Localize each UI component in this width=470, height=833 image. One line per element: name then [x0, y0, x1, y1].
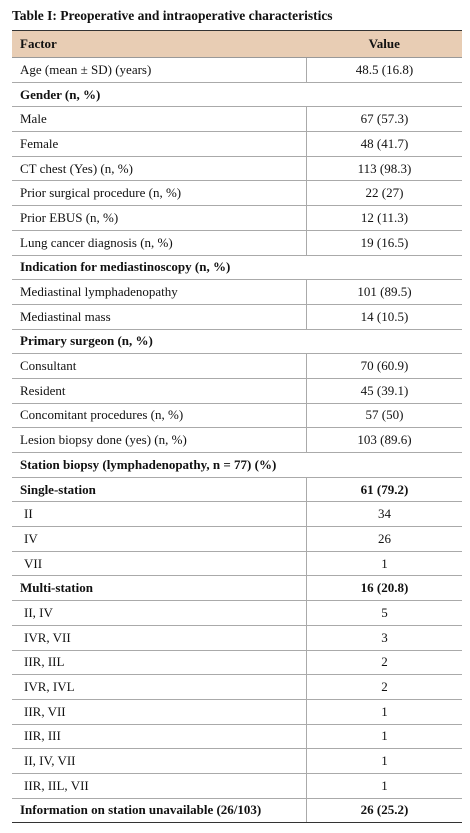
- factor-cell: Mediastinal mass: [12, 304, 307, 330]
- table-row: Indication for mediastinoscopy (n, %): [12, 255, 462, 281]
- table-row: IIR, III 1: [12, 724, 462, 750]
- factor-cell: Resident: [12, 378, 307, 404]
- value-cell: 19 (16.5): [306, 230, 462, 256]
- factor-cell: Prior surgical procedure (n, %): [12, 180, 307, 207]
- value-cell: 101 (89.5): [306, 279, 462, 305]
- value-cell: 12 (11.3): [306, 205, 462, 231]
- factor-cell: Male: [12, 106, 307, 133]
- value-cell: 2: [306, 650, 462, 676]
- table-row: Age (mean ± SD) (years) 48.5 (16.8): [12, 57, 462, 83]
- table-row: IVR, IVL 2: [12, 674, 462, 700]
- factor-cell: Lung cancer diagnosis (n, %): [12, 230, 307, 256]
- value-cell: 2: [306, 674, 462, 700]
- header-row: Factor Value: [12, 30, 462, 58]
- factor-cell: Age (mean ± SD) (years): [12, 57, 307, 83]
- value-cell: 57 (50): [306, 403, 462, 429]
- value-cell: 113 (98.3): [306, 156, 462, 182]
- table-title: Table I: Preoperative and intraoperative…: [12, 8, 333, 23]
- header-cell: Factor: [12, 30, 307, 58]
- table-row: II 34: [12, 501, 462, 528]
- factor-cell: II: [12, 501, 307, 528]
- factor-cell: IIR, IIL: [12, 650, 307, 676]
- factor-cell: VII: [12, 551, 307, 577]
- factor-cell: Multi-station: [12, 575, 307, 602]
- table-row: CT chest (Yes) (n, %) 113 (98.3): [12, 156, 462, 182]
- table-row: Multi-station 16 (20.8): [12, 575, 462, 602]
- value-cell: 61 (79.2): [306, 477, 462, 503]
- factor-cell: IVR, IVL: [12, 674, 307, 700]
- value-cell: 1: [306, 748, 462, 774]
- table-row: Consultant 70 (60.9): [12, 353, 462, 379]
- table-row: Single-station 61 (79.2): [12, 477, 462, 503]
- value-cell: 5: [306, 600, 462, 626]
- value-cell: 26 (25.2): [306, 798, 462, 824]
- table-row: Station biopsy (lymphadenopathy, n = 77)…: [12, 452, 462, 478]
- table-row: Male 67 (57.3): [12, 106, 462, 133]
- table-row: IVR, VII 3: [12, 625, 462, 651]
- factor-cell: Prior EBUS (n, %): [12, 205, 307, 231]
- table-row: IIR, IIL 2: [12, 650, 462, 676]
- value-cell: 22 (27): [306, 180, 462, 207]
- table-row: Prior surgical procedure (n, %) 22 (27): [12, 180, 462, 207]
- value-cell: 1: [306, 773, 462, 799]
- factor-cell: Female: [12, 131, 307, 157]
- factor-cell: Mediastinal lymphadenopathy: [12, 279, 307, 305]
- table-row: Lung cancer diagnosis (n, %) 19 (16.5): [12, 230, 462, 256]
- value-cell: 103 (89.6): [306, 427, 462, 453]
- header-cell: Value: [306, 30, 462, 58]
- table-row: Mediastinal lymphadenopathy 101 (89.5): [12, 279, 462, 305]
- value-cell: 70 (60.9): [306, 353, 462, 379]
- value-cell: 14 (10.5): [306, 304, 462, 330]
- table-row: Resident 45 (39.1): [12, 378, 462, 404]
- value-cell: 34: [306, 501, 462, 528]
- value-cell: 1: [306, 724, 462, 750]
- table-row: Prior EBUS (n, %) 12 (11.3): [12, 205, 462, 231]
- factor-cell: IVR, VII: [12, 625, 307, 651]
- table-row: Lesion biopsy done (yes) (n, %) 103 (89.6…: [12, 427, 462, 453]
- table-row: II, IV 5: [12, 600, 462, 626]
- value-cell: 48 (41.7): [306, 131, 462, 157]
- table-row: Information on station unavailable (26/1…: [12, 798, 462, 824]
- factor-cell: Information on station unavailable (26/1…: [12, 798, 307, 824]
- value-cell: 1: [306, 699, 462, 725]
- factor-cell: Concomitant procedures (n, %): [12, 403, 307, 429]
- table-row: Gender (n, %): [12, 82, 462, 108]
- factor-cell: Lesion biopsy done (yes) (n, %): [12, 427, 307, 453]
- value-cell: 45 (39.1): [306, 378, 462, 404]
- value-cell: 16 (20.8): [306, 575, 462, 602]
- value-cell: 67 (57.3): [306, 106, 462, 133]
- factor-cell: Gender (n, %): [12, 82, 462, 108]
- factor-cell: IIR, IIL, VII: [12, 773, 307, 799]
- table-row: Concomitant procedures (n, %) 57 (50): [12, 403, 462, 429]
- factor-cell: II, IV: [12, 600, 307, 626]
- table-body: Age (mean ± SD) (years) 48.5 (16.8) Gender…: [12, 57, 462, 824]
- factor-cell: Indication for mediastinoscopy (n, %): [12, 255, 462, 281]
- factor-cell: Consultant: [12, 353, 307, 379]
- factor-cell: Single-station: [12, 477, 307, 503]
- factor-cell: CT chest (Yes) (n, %): [12, 156, 307, 182]
- table-row: Mediastinal mass 14 (10.5): [12, 304, 462, 330]
- factor-cell: Primary surgeon (n, %): [12, 329, 462, 355]
- factor-cell: IIR, III: [12, 724, 307, 750]
- factor-cell: IIR, VII: [12, 699, 307, 725]
- table-row: VII 1: [12, 551, 462, 577]
- value-cell: 3: [306, 625, 462, 651]
- table-row: Primary surgeon (n, %): [12, 329, 462, 355]
- table-row: IIR, VII 1: [12, 699, 462, 725]
- value-cell: 1: [306, 551, 462, 577]
- factor-cell: IV: [12, 526, 307, 552]
- table-row: II, IV, VII 1: [12, 748, 462, 774]
- table: Factor Value Age (mean ± SD) (years) 48.5…: [12, 30, 462, 824]
- value-cell: 48.5 (16.8): [306, 57, 462, 83]
- value-cell: 26: [306, 526, 462, 552]
- table-row: IIR, IIL, VII 1: [12, 773, 462, 799]
- table-row: IV 26: [12, 526, 462, 552]
- factor-cell: II, IV, VII: [12, 748, 307, 774]
- table-row: Female 48 (41.7): [12, 131, 462, 157]
- factor-cell: Station biopsy (lymphadenopathy, n = 77)…: [12, 452, 462, 478]
